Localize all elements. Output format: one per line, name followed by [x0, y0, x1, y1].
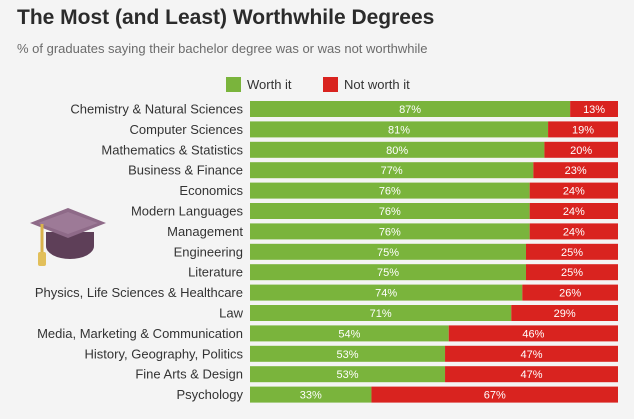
bar-worth-it-history-geography-politics: [250, 345, 446, 362]
data-label-worth-it-mathematics-statistics: 80%: [386, 145, 408, 157]
chart-subtitle: % of graduates saying their bachelor deg…: [17, 41, 428, 56]
category-label-management: Management: [167, 224, 243, 239]
data-label-not-worth-it-psychology: 67%: [484, 390, 506, 402]
data-label-worth-it-psychology: 33%: [300, 390, 322, 402]
category-label-literature: Literature: [188, 265, 243, 280]
data-label-worth-it-economics: 76%: [379, 186, 401, 198]
data-label-not-worth-it-engineering: 25%: [561, 247, 583, 259]
data-label-worth-it-fine-arts-design: 53%: [337, 369, 359, 381]
data-label-not-worth-it-media-marketing-communication: 46%: [522, 328, 544, 340]
bar-worth-it-media-marketing-communication: [250, 325, 449, 342]
data-label-not-worth-it-physics-life-sciences-healthcare: 26%: [559, 288, 581, 300]
data-label-not-worth-it-modern-languages: 24%: [563, 206, 585, 218]
data-label-not-worth-it-computer-sciences: 19%: [572, 124, 594, 136]
bar-not-worth-it-physics-life-sciences-healthcare: [522, 284, 618, 301]
legend-swatch-worth-it: [226, 77, 241, 92]
bar-worth-it-engineering: [250, 243, 526, 260]
bar-worth-it-fine-arts-design: [250, 366, 446, 383]
legend-item-worth-it: Worth it: [226, 77, 292, 92]
data-label-not-worth-it-literature: 25%: [561, 267, 583, 279]
category-label-modern-languages: Modern Languages: [131, 204, 244, 219]
data-label-not-worth-it-law: 29%: [554, 308, 576, 320]
bar-worth-it-computer-sciences: [250, 121, 549, 138]
legend-label-worth-it: Worth it: [247, 77, 292, 92]
bar-worth-it-mathematics-statistics: [250, 141, 545, 158]
bar-worth-it-psychology: [250, 386, 372, 403]
bar-worth-it-law: [250, 305, 512, 321]
bar-worth-it-chemistry-natural-sciences: [250, 101, 571, 117]
data-label-worth-it-business-finance: 77%: [381, 165, 403, 177]
bar-not-worth-it-computer-sciences: [548, 121, 618, 138]
data-label-worth-it-modern-languages: 76%: [379, 206, 401, 218]
category-label-mathematics-statistics: Mathematics & Statistics: [101, 142, 243, 157]
bar-not-worth-it-literature: [526, 264, 618, 281]
bar-not-worth-it-history-geography-politics: [445, 345, 618, 362]
data-label-not-worth-it-economics: 24%: [563, 186, 585, 198]
bar-not-worth-it-mathematics-statistics: [544, 141, 618, 158]
bar-not-worth-it-media-marketing-communication: [448, 325, 618, 342]
bar-not-worth-it-management: [529, 223, 618, 240]
category-label-fine-arts-design: Fine Arts & Design: [135, 367, 243, 382]
bar-worth-it-modern-languages: [250, 203, 530, 219]
data-label-worth-it-physics-life-sciences-healthcare: 74%: [375, 288, 397, 300]
data-label-not-worth-it-fine-arts-design: 47%: [521, 369, 543, 381]
data-label-worth-it-computer-sciences: 81%: [388, 124, 410, 136]
bar-not-worth-it-law: [511, 305, 618, 321]
bar-not-worth-it-chemistry-natural-sciences: [570, 101, 618, 117]
legend: Worth it Not worth it: [0, 77, 634, 95]
category-label-media-marketing-communication: Media, Marketing & Communication: [37, 326, 243, 341]
bar-not-worth-it-economics: [529, 182, 618, 199]
data-label-worth-it-management: 76%: [379, 226, 401, 238]
data-label-not-worth-it-management: 24%: [563, 226, 585, 238]
bar-not-worth-it-business-finance: [533, 162, 618, 179]
category-label-computer-sciences: Computer Sciences: [130, 122, 244, 137]
legend-swatch-not-worth-it: [323, 77, 338, 92]
bar-worth-it-business-finance: [250, 162, 534, 179]
category-label-law: Law: [219, 306, 243, 321]
category-label-engineering: Engineering: [174, 244, 243, 259]
bar-not-worth-it-modern-languages: [529, 203, 618, 219]
bar-not-worth-it-engineering: [526, 243, 618, 260]
category-label-economics: Economics: [179, 183, 243, 198]
data-label-worth-it-history-geography-politics: 53%: [337, 349, 359, 361]
data-label-worth-it-media-marketing-communication: 54%: [338, 328, 360, 340]
category-label-psychology: Psychology: [177, 387, 244, 402]
data-label-worth-it-chemistry-natural-sciences: 87%: [399, 104, 421, 116]
legend-item-not-worth-it: Not worth it: [323, 77, 410, 92]
bar-worth-it-economics: [250, 182, 530, 199]
bar-not-worth-it-psychology: [371, 386, 618, 403]
category-label-physics-life-sciences-healthcare: Physics, Life Sciences & Healthcare: [35, 285, 243, 300]
data-label-worth-it-engineering: 75%: [377, 247, 399, 259]
data-label-worth-it-literature: 75%: [377, 267, 399, 279]
graduation-cap-icon: [30, 208, 106, 266]
bar-worth-it-physics-life-sciences-healthcare: [250, 284, 523, 301]
data-label-worth-it-law: 71%: [370, 308, 392, 320]
bar-not-worth-it-fine-arts-design: [445, 366, 618, 383]
data-label-not-worth-it-history-geography-politics: 47%: [521, 349, 543, 361]
category-label-history-geography-politics: History, Geography, Politics: [85, 346, 244, 361]
chart-title: The Most (and Least) Worthwhile Degrees: [17, 6, 435, 29]
category-label-business-finance: Business & Finance: [128, 163, 243, 178]
category-label-chemistry-natural-sciences: Chemistry & Natural Sciences: [70, 102, 243, 117]
bar-worth-it-literature: [250, 264, 526, 281]
data-label-not-worth-it-chemistry-natural-sciences: 13%: [583, 104, 605, 116]
legend-label-not-worth-it: Not worth it: [344, 77, 410, 92]
bar-worth-it-management: [250, 223, 530, 240]
data-label-not-worth-it-mathematics-statistics: 20%: [570, 145, 592, 157]
data-label-not-worth-it-business-finance: 23%: [565, 165, 587, 177]
